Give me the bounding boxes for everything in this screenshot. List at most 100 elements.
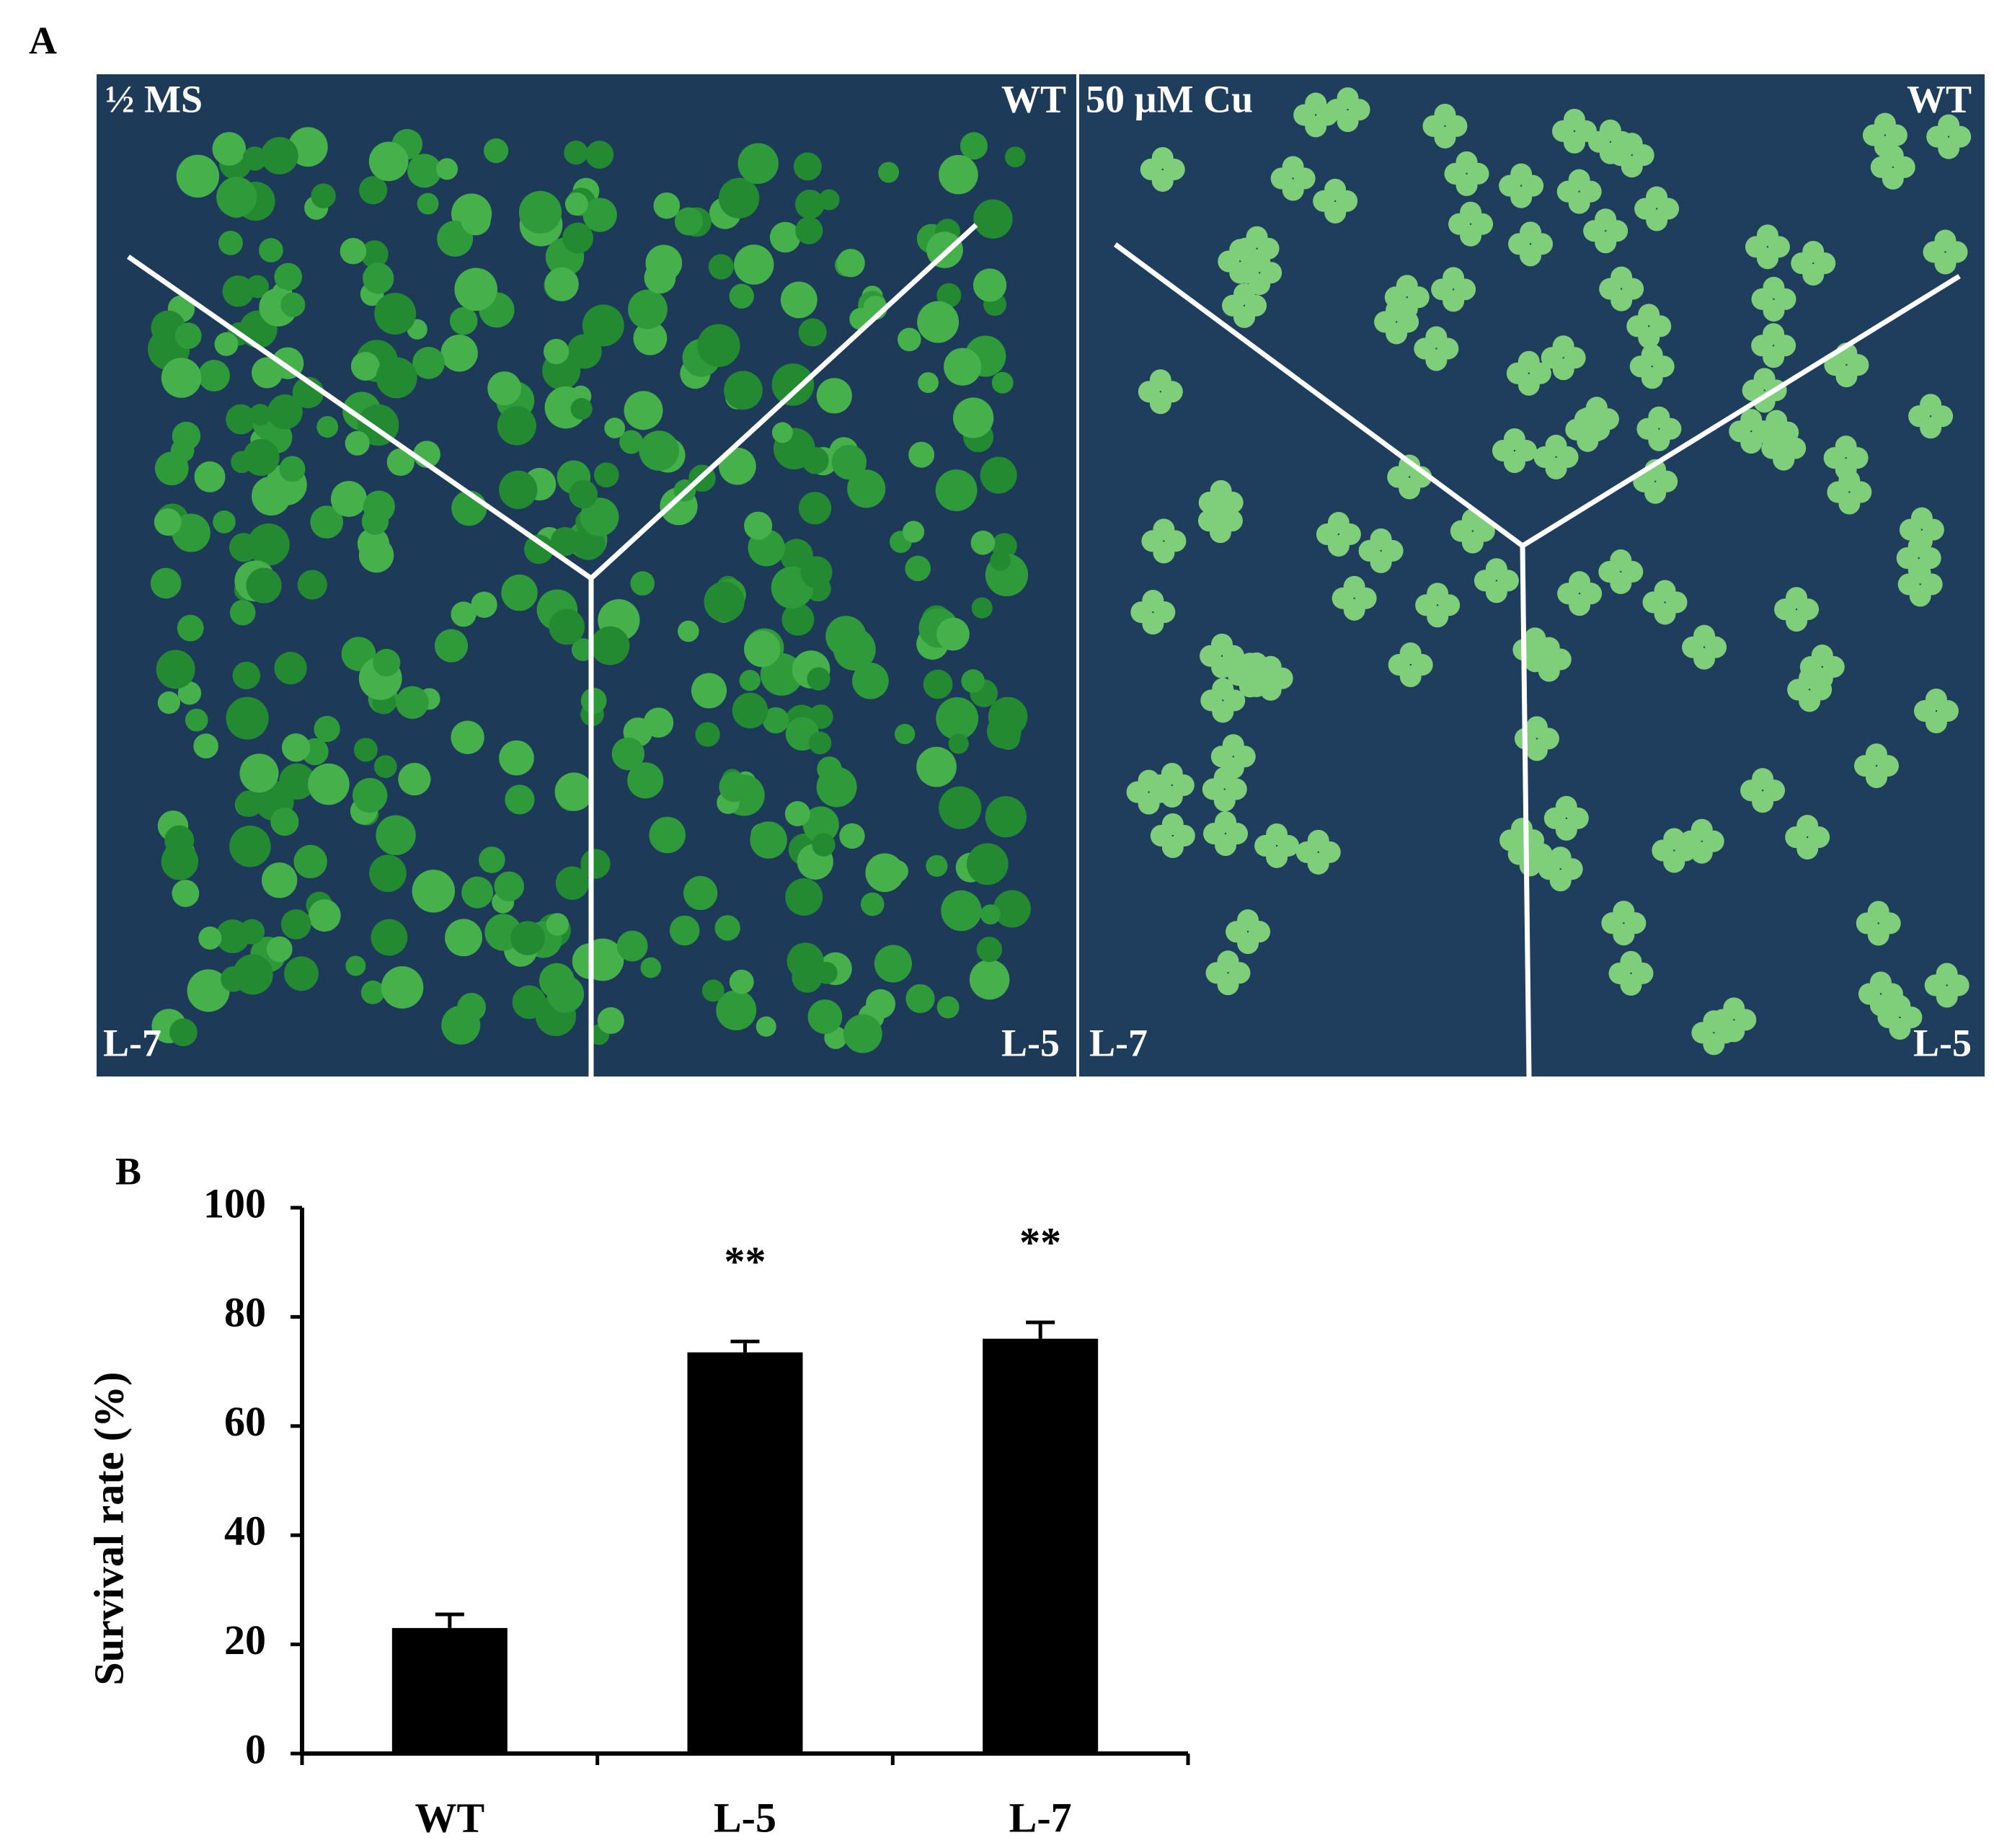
seedling <box>1142 590 1164 612</box>
seedling <box>1237 909 1259 932</box>
seedling <box>795 216 823 244</box>
seedling <box>345 430 370 456</box>
photos: ½ MS WT L-7 L-5 50 µM Cu WT L-7 L-5 <box>97 74 1985 1077</box>
seedling <box>1217 950 1239 973</box>
seedling <box>150 567 182 599</box>
seedling <box>750 821 787 859</box>
seedling <box>1151 146 1174 169</box>
seedling <box>630 571 655 596</box>
seedling <box>374 293 417 335</box>
seedling <box>544 267 579 301</box>
seedling <box>1620 950 1642 973</box>
seedling <box>628 289 668 330</box>
y-tick-label: 20 <box>224 1617 266 1663</box>
seedling <box>976 937 1003 963</box>
seedling <box>499 740 534 776</box>
seedling <box>741 152 773 185</box>
seedling <box>218 231 243 255</box>
seedling <box>274 651 307 685</box>
seedling <box>960 132 988 160</box>
seedling <box>639 430 680 471</box>
seedling <box>249 404 271 426</box>
seedling <box>1599 119 1621 141</box>
seedling <box>1214 811 1236 834</box>
y-axis-title: Survival rate (%) <box>85 1372 132 1686</box>
seedling <box>1370 528 1392 550</box>
seedling <box>769 221 801 253</box>
seedling <box>222 275 254 307</box>
seedling <box>376 815 416 856</box>
seedling <box>580 687 607 714</box>
significance-label: ** <box>1019 1219 1061 1265</box>
seedling <box>1621 133 1643 155</box>
seedling <box>398 763 431 796</box>
seedling <box>308 763 350 805</box>
seedling <box>445 919 482 957</box>
seedling <box>1399 642 1422 664</box>
seedling <box>1613 901 1635 923</box>
seedling <box>908 441 935 468</box>
seedling <box>407 154 442 188</box>
seedling <box>1460 201 1482 224</box>
seedling <box>1938 114 1960 136</box>
seedling <box>1920 394 1942 416</box>
seedling <box>1525 716 1548 738</box>
seedling <box>860 892 885 916</box>
seedling <box>1610 266 1633 288</box>
seedling <box>1153 518 1175 541</box>
seedling <box>373 755 397 779</box>
significance-label: ** <box>725 1238 766 1285</box>
seedling <box>744 630 781 668</box>
seedling <box>564 193 588 216</box>
seedling <box>266 936 293 963</box>
seedling <box>350 351 380 381</box>
seedling <box>1563 108 1585 131</box>
seedling <box>161 843 199 880</box>
seedling <box>564 140 588 165</box>
seedling <box>376 357 417 399</box>
seedling <box>1874 112 1896 135</box>
divider <box>1520 545 1532 1077</box>
seedling <box>216 177 257 218</box>
seedling <box>1936 963 1958 985</box>
seedling <box>174 322 202 350</box>
seedling <box>649 816 686 854</box>
seedling <box>948 733 969 754</box>
seedling <box>944 348 982 386</box>
seedling <box>993 890 1031 928</box>
seedling <box>677 620 699 642</box>
seedling <box>1802 241 1825 263</box>
seedling <box>798 492 832 525</box>
seedling <box>1282 156 1304 178</box>
seedling <box>1396 275 1418 297</box>
seedling <box>729 283 754 309</box>
seedling <box>582 304 624 347</box>
seedling <box>360 980 385 1004</box>
seedling <box>1641 344 1663 366</box>
seedling <box>1569 571 1591 593</box>
seedling <box>1907 536 1930 558</box>
seedling <box>1663 828 1685 850</box>
bar <box>983 1338 1099 1754</box>
seedling <box>878 162 900 183</box>
seedling <box>242 438 280 476</box>
seedling <box>786 942 824 980</box>
seedling <box>236 790 263 817</box>
seedling <box>345 485 366 507</box>
seedling <box>1552 335 1574 358</box>
seedling <box>785 878 823 916</box>
seedling <box>194 461 226 492</box>
seedling <box>505 784 535 815</box>
seedling <box>1835 436 1857 458</box>
seedling <box>1763 276 1785 299</box>
x-tick-label: WT <box>415 1794 484 1841</box>
seedling <box>232 661 261 690</box>
seedling <box>1138 769 1160 792</box>
seedling <box>1811 644 1833 666</box>
seedling <box>368 141 409 182</box>
seedling <box>214 332 239 356</box>
seedling <box>1595 208 1617 231</box>
seedling <box>1324 178 1347 200</box>
seedling <box>417 193 439 215</box>
seedling <box>279 456 306 482</box>
